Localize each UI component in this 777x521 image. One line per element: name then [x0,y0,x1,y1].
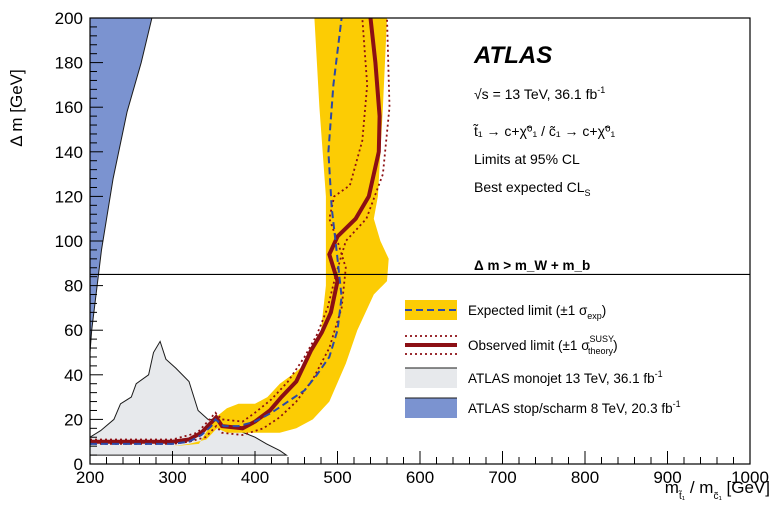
x-tick-label: 700 [488,468,516,487]
x-tick-label: 300 [158,468,186,487]
y-tick-label: 40 [64,366,83,385]
legend-swatch-monojet [405,368,457,388]
x-tick-label: 600 [406,468,434,487]
x-tick-label: 900 [653,468,681,487]
legend-item-observed-limit: Observed limit (±1 σSUSY theory) [405,334,618,356]
x-tick-label: 200 [76,468,104,487]
threshold-label: Δ m > m_W + m_b [474,258,590,273]
process-label: t̃₁ → c+χ̃⁰₁ / c̃₁ → c+χ̃⁰₁ [473,123,616,139]
y-tick-label: 80 [64,277,83,296]
y-tick-label: 20 [64,410,83,429]
legend-item-stop-scharm: ATLAS stop/scharm 8 TeV, 20.3 fb-1 [405,397,681,418]
best-expected-cls-label: Best expected CLS [474,179,591,198]
y-tick-label: 120 [55,187,83,206]
confidence-level-label: Limits at 95% CL [474,151,580,167]
legend-item-monojet: ATLAS monojet 13 TeV, 36.1 fb-1 [405,367,663,388]
y-tick-label: 100 [55,232,83,251]
plot-area [90,18,750,464]
expected-limit-1sigma-band [90,18,389,447]
legend-label-expected-limit: Expected limit (±1 σexp) [468,303,606,321]
monojet-13tev-exclusion-region [90,340,289,456]
y-axis-title: Δ m [GeV] [7,69,26,147]
legend-label-observed-limit: Observed limit (±1 σSUSY theory) [468,334,618,356]
legend-label-stop-scharm: ATLAS stop/scharm 8 TeV, 20.3 fb-1 [468,399,681,416]
legend: Expected limit (±1 σexp) Observed limit … [405,300,681,418]
stop-scharm-8tev-exclusion-region [90,18,153,442]
y-tick-label: 0 [74,455,83,474]
x-tick-label: 400 [241,468,269,487]
y-tick-label: 140 [55,143,83,162]
y-tick-label: 60 [64,321,83,340]
legend-swatch-stop-scharm [405,398,457,418]
x-axis-ticks: 200 300 400 500 600 700 800 900 1000 [76,451,769,487]
legend-label-monojet: ATLAS monojet 13 TeV, 36.1 fb-1 [468,369,663,386]
expected-limit-line [90,18,343,445]
y-tick-label: 160 [55,98,83,117]
y-tick-label: 180 [55,54,83,73]
x-tick-label: 500 [323,468,351,487]
energy-luminosity-label: √s = 13 TeV, 36.1 fb-1 [474,85,605,102]
y-tick-label: 200 [55,9,83,28]
observed-limit-line [90,18,382,444]
observed-limit-plus-1sigma-theory [90,18,391,441]
atlas-brand: ATLAS [473,42,552,69]
y-axis-ticks: 0 20 40 60 80 100 120 140 160 180 200 [55,9,103,474]
x-tick-label: 800 [571,468,599,487]
x-axis-title: mt̃₁ / mc̃₁ [GeV] [665,478,770,502]
x-tick-label: 1000 [731,468,769,487]
observed-limit-minus-1sigma-theory [90,18,369,445]
legend-item-expected-limit: Expected limit (±1 σexp) [405,300,606,321]
